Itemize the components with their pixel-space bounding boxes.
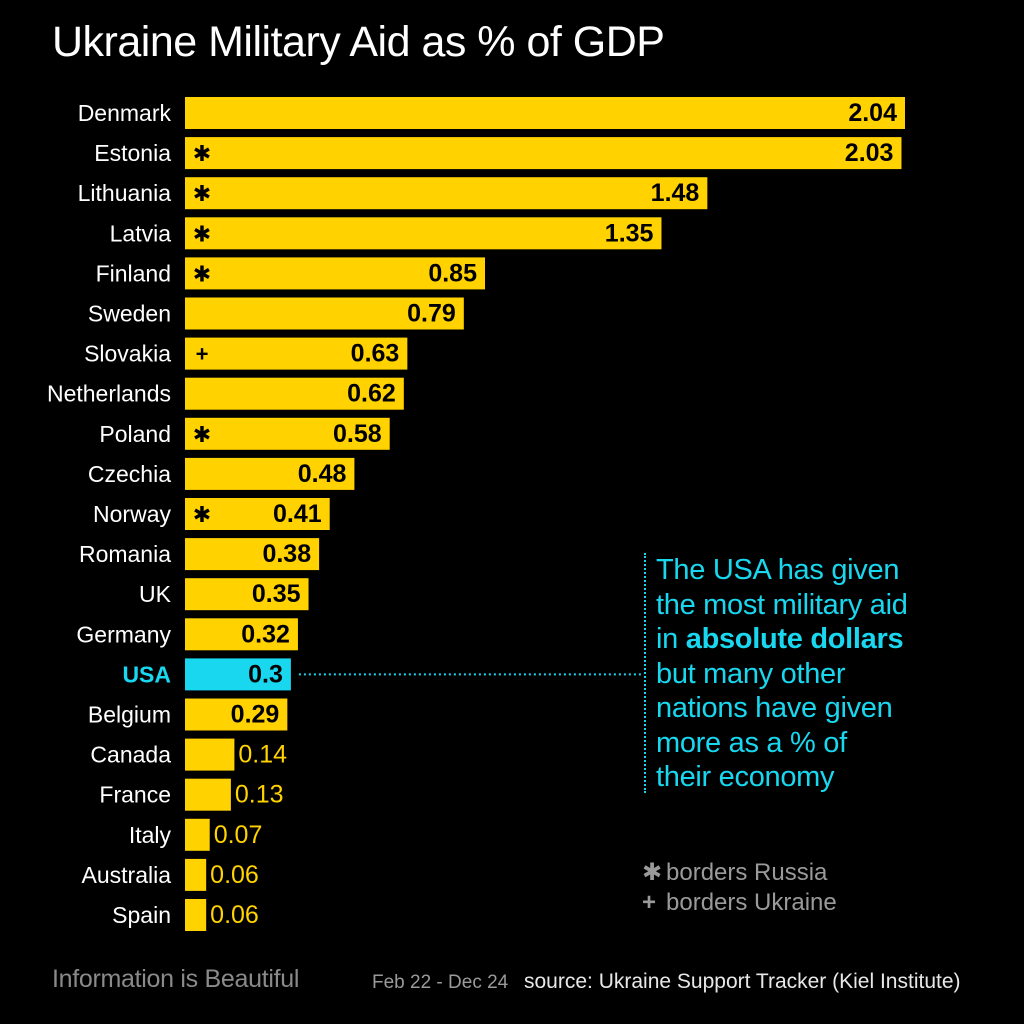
asterisk-icon: ✱: [193, 502, 211, 527]
bar: [185, 257, 485, 290]
annotation-emphasis: absolute dollars: [685, 623, 904, 655]
annotation-line: nations have given: [656, 692, 893, 724]
category-label: Belgium: [88, 702, 171, 728]
category-label: Australia: [82, 862, 172, 888]
value-label: 0.62: [347, 380, 396, 408]
category-label: Romania: [79, 541, 171, 567]
bar: [185, 738, 235, 771]
category-label: Latvia: [110, 220, 172, 246]
category-label: Canada: [90, 742, 171, 768]
legend: ✱ borders Russia + borders Ukraine: [642, 858, 837, 918]
value-label: 0.48: [298, 460, 347, 488]
plus-icon: +: [196, 342, 209, 367]
bar: [185, 778, 231, 811]
category-label: Estonia: [94, 140, 171, 166]
value-label: 0.3: [248, 660, 283, 688]
value-label: 0.29: [231, 701, 280, 729]
category-label: Norway: [93, 501, 171, 527]
bar: [185, 137, 902, 170]
legend-item-borders-russia: ✱ borders Russia: [642, 858, 837, 888]
bar: [185, 377, 404, 410]
source-credit: source: Ukraine Support Tracker (Kiel In…: [524, 970, 961, 993]
value-label: 0.06: [210, 861, 259, 889]
value-label: 0.38: [262, 540, 311, 568]
asterisk-icon: ✱: [193, 221, 211, 246]
bar: [185, 417, 390, 450]
value-label: 1.48: [651, 179, 700, 207]
annotation-line: in absolute dollars: [656, 623, 904, 655]
legend-item-borders-ukraine: + borders Ukraine: [642, 888, 837, 918]
asterisk-icon: ✱: [193, 141, 211, 166]
bar: [185, 578, 309, 611]
category-label: Denmark: [78, 100, 172, 126]
legend-label: borders Ukraine: [666, 889, 837, 916]
category-label: Sweden: [88, 301, 171, 327]
bar: [185, 457, 355, 490]
value-label: 0.58: [333, 420, 382, 448]
bar: [185, 899, 207, 931]
bar: [185, 297, 464, 330]
date-range: Feb 22 - Dec 24: [372, 972, 509, 993]
value-label: 1.35: [605, 219, 654, 247]
annotation-line: more as a % of: [656, 726, 847, 759]
bar: [185, 698, 288, 731]
bar: [185, 538, 320, 571]
category-label: Slovakia: [84, 341, 171, 367]
asterisk-icon: ✱: [193, 261, 211, 286]
value-label: 0.14: [238, 741, 287, 769]
annotation-divider: [644, 553, 646, 793]
bar: [185, 337, 408, 370]
category-label: Czechia: [88, 461, 171, 487]
category-label: Lithuania: [78, 180, 172, 206]
annotation-line: but many other: [656, 657, 846, 690]
value-label: 0.07: [214, 821, 263, 849]
value-label: 0.41: [273, 500, 322, 528]
asterisk-icon: ✱: [642, 859, 663, 886]
bar: [185, 858, 207, 891]
annotation-text: The USA has given the most military aid …: [656, 553, 908, 795]
bar: [185, 97, 905, 129]
asterisk-icon: ✱: [193, 422, 211, 447]
value-label: 2.03: [845, 139, 894, 167]
bar: [185, 658, 291, 691]
bar: [185, 618, 298, 651]
value-label: 0.32: [241, 620, 290, 648]
annotation-line: the most military aid: [656, 588, 908, 621]
annotation-line: The USA has given: [656, 554, 900, 586]
asterisk-icon: ✱: [193, 181, 211, 206]
value-label: 0.35: [252, 580, 301, 608]
value-label: 0.13: [235, 781, 284, 809]
category-label: France: [99, 782, 171, 808]
category-label: Spain: [112, 902, 171, 928]
value-label: 0.85: [428, 259, 477, 287]
bar: [185, 498, 330, 530]
bar-chart: Denmark 2.04 Estonia ✱ 2.03 Lithuania ✱ 1.48 Lat…: [47, 97, 905, 931]
category-label: Finland: [96, 260, 171, 286]
category-label: Germany: [76, 621, 171, 647]
bar: [185, 177, 708, 210]
brand-logo-text: Information is Beautiful: [52, 965, 300, 993]
category-label: Poland: [99, 421, 171, 447]
plus-icon: +: [642, 889, 657, 916]
category-label: USA: [122, 661, 171, 687]
bar: [185, 818, 210, 851]
legend-label: borders Russia: [666, 859, 828, 886]
bar: [185, 217, 662, 250]
chart-title: Ukraine Military Aid as % of GDP: [52, 18, 665, 66]
value-label: 0.63: [351, 340, 400, 368]
category-label: Italy: [129, 822, 172, 848]
value-label: 0.06: [210, 901, 259, 929]
annotation-line: their economy: [656, 761, 835, 793]
category-label: UK: [139, 581, 172, 607]
value-label: 2.04: [848, 99, 897, 127]
category-label: Netherlands: [47, 381, 171, 407]
value-label: 0.79: [407, 300, 456, 328]
